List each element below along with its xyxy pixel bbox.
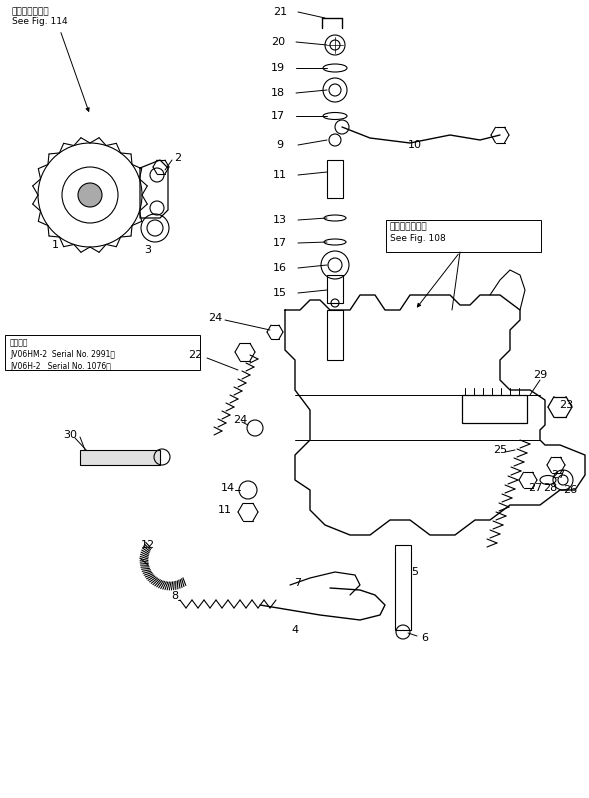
Text: 22: 22 [188,350,202,360]
Text: 15: 15 [273,288,287,298]
Text: 17: 17 [273,238,287,248]
Text: 21: 21 [273,7,287,17]
Text: 16: 16 [273,263,287,273]
Bar [80,450,160,465]
Text: 23: 23 [559,400,573,410]
Text: 26: 26 [563,485,577,495]
Text: 29: 29 [533,370,547,380]
Text: 11: 11 [273,170,287,180]
Text: JV06H-2   Serial No. 1076～: JV06H-2 Serial No. 1076～ [10,362,111,371]
Bar [386,220,541,252]
Text: See Fig. 114: See Fig. 114 [12,17,68,26]
Text: 11: 11 [218,505,232,515]
Bar [327,275,343,303]
Text: 1: 1 [51,240,58,250]
Text: 3: 3 [144,245,151,255]
Bar [5,335,200,370]
Text: 9: 9 [276,140,283,150]
Text: 24: 24 [208,313,222,323]
Bar [395,545,411,630]
Text: 13: 13 [273,215,287,225]
Circle shape [78,183,102,207]
Text: 18: 18 [271,88,285,98]
Text: 8: 8 [171,591,178,601]
Bar [462,395,527,423]
Text: 7: 7 [294,578,302,588]
Text: 6: 6 [422,633,429,643]
Text: 12: 12 [141,540,155,550]
Text: 25: 25 [493,445,507,455]
Text: 2: 2 [174,153,181,163]
Text: 第１１４図参照: 第１１４図参照 [12,7,49,16]
Text: 30: 30 [63,430,77,440]
Text: 第１０８図参照: 第１０８図参照 [390,222,428,231]
Text: 24: 24 [233,415,247,425]
Text: JV06HM-2  Serial No. 2991～: JV06HM-2 Serial No. 2991～ [10,350,115,359]
Text: 14: 14 [221,483,235,493]
Bar [327,160,343,198]
Text: 4: 4 [292,625,299,635]
Text: 27: 27 [528,483,542,493]
Text: See Fig. 108: See Fig. 108 [390,234,446,243]
Text: 適用号機: 適用号機 [10,338,28,347]
Text: 19: 19 [271,63,285,73]
Text: 20: 20 [271,37,285,47]
Text: 10: 10 [408,140,422,150]
Bar [327,310,343,360]
Text: 28: 28 [543,483,557,493]
Text: 5: 5 [412,567,419,577]
Text: 27: 27 [551,470,565,480]
Text: 17: 17 [271,111,285,121]
